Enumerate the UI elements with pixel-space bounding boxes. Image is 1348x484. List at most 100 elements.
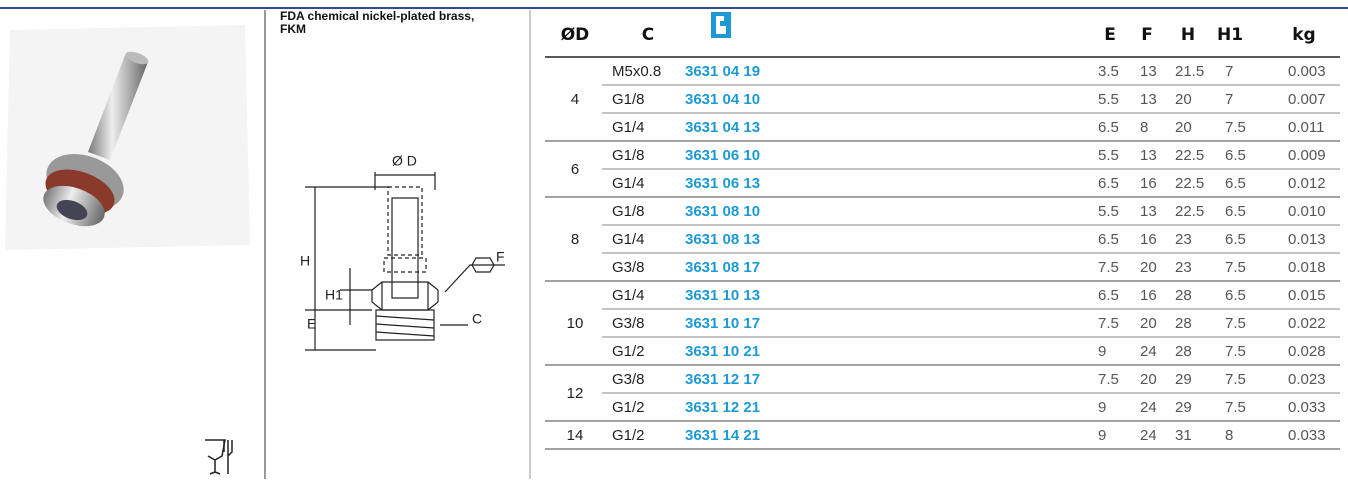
table-cell: 22.5	[1175, 147, 1204, 164]
drawing-label: H	[300, 253, 310, 269]
table-cell: 6.5	[1098, 231, 1119, 248]
table-cell: 3631 04 13	[685, 119, 760, 136]
table-cell: 7	[1225, 63, 1233, 80]
table-cell: 24	[1140, 343, 1157, 360]
description: FDA chemical nickel-plated brass, FKM	[280, 9, 474, 36]
table-cell: 6.5	[1098, 287, 1119, 304]
table-cell: 23	[1175, 259, 1192, 276]
table-cell: 13	[1140, 91, 1157, 108]
product-image	[5, 25, 250, 250]
column-header: kg	[1292, 25, 1315, 45]
top-rule	[0, 7, 1348, 9]
table-cell: 31	[1175, 427, 1192, 444]
table-cell: G1/2	[612, 343, 645, 360]
table-cell: 22.5	[1175, 203, 1204, 220]
table-cell: 7.5	[1225, 371, 1246, 388]
table-cell: 6.5	[1225, 231, 1246, 248]
table-cell: 29	[1175, 399, 1192, 416]
table-cell: G1/4	[612, 231, 645, 248]
drawing-label: E	[307, 316, 316, 332]
table-cell: 6.5	[1225, 203, 1246, 220]
table-cell: G1/8	[612, 91, 645, 108]
od-cell: 4	[571, 91, 579, 108]
od-cell: 6	[571, 161, 579, 178]
table-cell: 28	[1175, 315, 1192, 332]
column-header: E	[1104, 25, 1116, 45]
column-header: H	[1181, 25, 1195, 45]
table-cell: 3631 06 10	[685, 147, 760, 164]
column-header: ØD	[561, 25, 590, 45]
table-cell: 3631 12 17	[685, 371, 760, 388]
table-cell: 9	[1098, 343, 1106, 360]
table-cell: 3631 08 10	[685, 203, 760, 220]
od-cell: 8	[571, 231, 579, 248]
drawing-label: C	[472, 311, 482, 327]
table-cell: 0.010	[1288, 203, 1326, 220]
table-cell: 28	[1175, 287, 1192, 304]
technical-drawing	[305, 172, 505, 351]
table-cell: 7.5	[1225, 399, 1246, 416]
table-cell: 24	[1140, 427, 1157, 444]
table-cell: 6.5	[1225, 147, 1246, 164]
table-cell: M5x0.8	[612, 63, 661, 80]
table-cell: 22.5	[1175, 175, 1204, 192]
table-cell: 9	[1098, 399, 1106, 416]
table-cell: 3.5	[1098, 63, 1119, 80]
table-cell: 7.5	[1225, 315, 1246, 332]
table-cell: G1/8	[612, 203, 645, 220]
table-cell: 6.5	[1098, 119, 1119, 136]
table-cell: G1/8	[612, 147, 645, 164]
table-cell: G1/2	[612, 427, 645, 444]
table-cell: 3631 12 21	[685, 399, 760, 416]
table-cell: 13	[1140, 63, 1157, 80]
table-cell: G1/4	[612, 119, 645, 136]
column-header: F	[1141, 25, 1153, 45]
table-cell: G1/2	[612, 399, 645, 416]
table-cell: 7.5	[1225, 119, 1246, 136]
table-cell: 3631 04 10	[685, 91, 760, 108]
table-cell: 0.015	[1288, 287, 1326, 304]
table-cell: 16	[1140, 287, 1157, 304]
table-cell: 20	[1140, 315, 1157, 332]
table-cell: 0.018	[1288, 259, 1326, 276]
food-safe-icon	[205, 439, 233, 475]
drawing-label: Ø D	[392, 153, 417, 169]
table-cell: 5.5	[1098, 147, 1119, 164]
table-cell: 5.5	[1098, 203, 1119, 220]
table-cell: 0.003	[1288, 63, 1326, 80]
table-cell: 6.5	[1225, 175, 1246, 192]
table-cell: 20	[1140, 371, 1157, 388]
table-cell: 28	[1175, 343, 1192, 360]
table-cell: 20	[1175, 91, 1192, 108]
table-cell: 13	[1140, 203, 1157, 220]
table-cell: 3631 08 13	[685, 231, 760, 248]
table-cell: 0.022	[1288, 315, 1326, 332]
table-cell: G1/4	[612, 287, 645, 304]
table-cell: 6.5	[1098, 175, 1119, 192]
table-cell: 5.5	[1098, 91, 1119, 108]
table-cell: 0.033	[1288, 399, 1326, 416]
od-cell: 12	[567, 385, 584, 402]
drawing-label: H1	[325, 287, 343, 303]
table-cell: 7.5	[1098, 315, 1119, 332]
table-cell: 0.012	[1288, 175, 1326, 192]
table-cell: 0.009	[1288, 147, 1326, 164]
table-cell: 13	[1140, 147, 1157, 164]
table-cell: 24	[1140, 399, 1157, 416]
table-cell: 0.023	[1288, 371, 1326, 388]
drawing-label: F	[496, 249, 505, 265]
table-cell: 7.5	[1098, 371, 1119, 388]
fitting-icon	[711, 12, 731, 38]
table-cell: 7	[1225, 91, 1233, 108]
table-cell: G3/8	[612, 371, 645, 388]
table-cell: 8	[1140, 119, 1148, 136]
table-cell: 3631 10 21	[685, 343, 760, 360]
table-cell: 6.5	[1225, 287, 1246, 304]
column-header: C	[642, 25, 654, 45]
table-cell: 0.013	[1288, 231, 1326, 248]
table-cell: 3631 04 19	[685, 63, 760, 80]
table-cell: 9	[1098, 427, 1106, 444]
table-cell: 0.011	[1288, 119, 1324, 136]
column-header: H1	[1217, 25, 1243, 45]
